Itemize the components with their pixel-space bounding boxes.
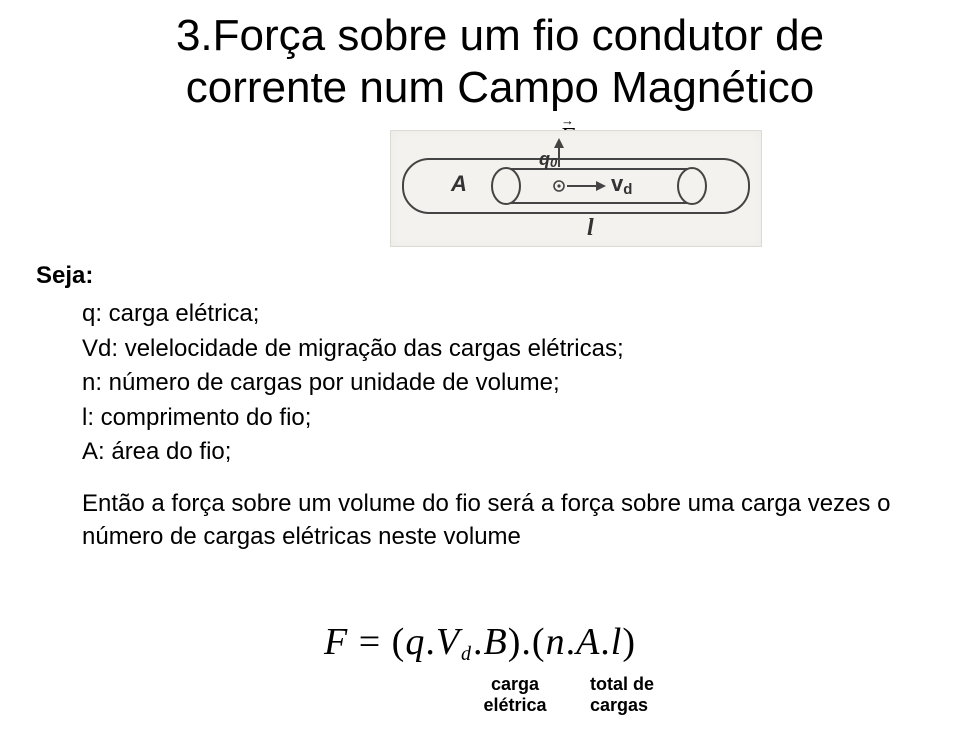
eq-rparen-1: ) (508, 621, 522, 663)
eq-lparen-2: ( (532, 621, 546, 663)
eq-q: q (405, 621, 425, 663)
def-q: q: carga elétrica; (82, 298, 920, 330)
eq-dot-4: . (566, 621, 577, 663)
eq-A: A (576, 621, 600, 663)
eq-d-sub: d (460, 643, 473, 665)
diagram-label-vd: vd (611, 171, 632, 198)
equation-block: F = (q.Vd.B).(n.A.l) (0, 620, 960, 666)
diagram-svg (391, 131, 761, 246)
eq-n: n (546, 621, 566, 663)
equation: F = (q.Vd.B).(n.A.l) (324, 621, 636, 663)
eq-dot-3: . (521, 621, 532, 663)
label-total-cargas: total de cargas (590, 674, 720, 715)
label-carga-eletrica: carga elétrica (460, 674, 570, 715)
eq-F: F (324, 621, 348, 663)
eq-dot-2: . (473, 621, 484, 663)
body-text: Seja: q: carga elétrica; Vd: velelocidad… (36, 260, 920, 553)
diagram-label-l: l (587, 215, 594, 242)
def-vd: Vd: velelocidade de migração das cargas … (82, 333, 920, 365)
seja-heading: Seja: (36, 260, 920, 292)
eq-V: V (436, 621, 460, 663)
diagram-label-a: A (451, 171, 467, 197)
eq-l: l (611, 621, 623, 663)
title-line-1: 3.Força sobre um fio condutor de (176, 11, 824, 60)
entao-paragraph: Então a força sobre um volume do fio ser… (82, 488, 920, 553)
vector-arrow-icon: → (561, 113, 574, 129)
diagram-label-q0: q0 (539, 149, 557, 170)
eq-lparen-1: ( (392, 621, 406, 663)
eq-equals: = (359, 621, 392, 663)
def-n: n: número de cargas por unidade de volum… (82, 367, 920, 399)
title-line-2: corrente num Campo Magnético (186, 63, 815, 112)
eq-B: B (484, 621, 508, 663)
wire-diagram: A q0 vd l (390, 130, 762, 247)
def-l: l: comprimento do fio; (82, 402, 920, 434)
def-a: A: área do fio; (82, 436, 920, 468)
eq-rparen-2: ) (622, 621, 636, 663)
slide: 3.Força sobre um fio condutor de corrent… (0, 0, 960, 751)
eq-dot-1: . (425, 621, 436, 663)
definition-list: q: carga elétrica; Vd: velelocidade de m… (82, 298, 920, 468)
slide-title: 3.Força sobre um fio condutor de corrent… (40, 10, 960, 114)
eq-dot-5: . (600, 621, 611, 663)
